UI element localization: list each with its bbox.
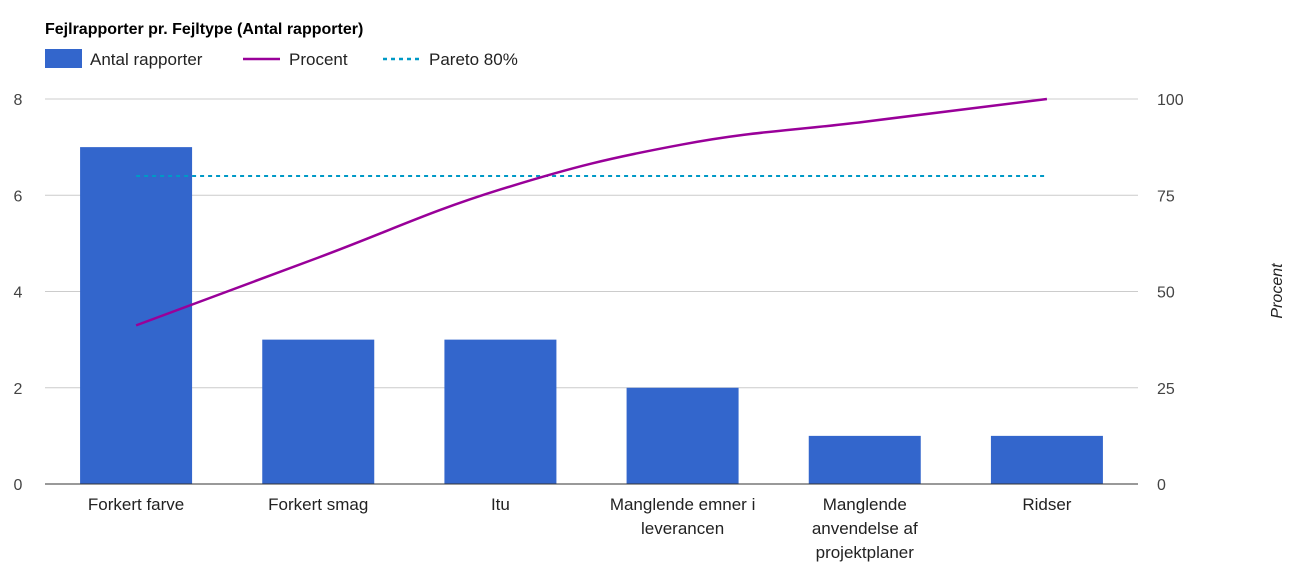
bar[interactable] bbox=[626, 387, 739, 484]
left-tick-label: 6 bbox=[14, 188, 23, 205]
category-label: Forkert farve bbox=[88, 495, 184, 514]
gridlines bbox=[45, 98, 1138, 389]
category-label: projektplaner bbox=[816, 543, 915, 562]
category-labels: Forkert farve Forkert smag Itu Manglende em… bbox=[88, 495, 1072, 562]
chart-title: Fejlrapporter pr. Fejltype (Antal rappor… bbox=[45, 21, 363, 38]
category-label: Ridser bbox=[1022, 495, 1071, 514]
bar[interactable] bbox=[444, 339, 557, 484]
category-label: Manglende emner i bbox=[610, 495, 756, 514]
right-axis-title: Procent bbox=[1269, 263, 1286, 319]
right-tick-label: 100 bbox=[1157, 92, 1184, 109]
legend-label-pareto: Pareto 80% bbox=[429, 50, 518, 69]
category-label: Forkert smag bbox=[268, 495, 368, 514]
category-label: leverancen bbox=[641, 519, 724, 538]
left-tick-label: 4 bbox=[14, 285, 23, 302]
bar[interactable] bbox=[990, 435, 1103, 484]
legend-label-bars: Antal rapporter bbox=[90, 50, 203, 69]
left-tick-label: 8 bbox=[14, 92, 23, 109]
bar[interactable] bbox=[80, 147, 193, 484]
legend-swatch-bars bbox=[45, 49, 82, 68]
legend-item-bars[interactable]: Antal rapporter bbox=[45, 49, 203, 69]
left-tick-label: 2 bbox=[14, 381, 23, 398]
right-tick-label: 0 bbox=[1157, 477, 1166, 494]
legend-label-percent: Procent bbox=[289, 50, 348, 69]
left-tick-label: 0 bbox=[14, 477, 23, 494]
legend-item-pareto[interactable]: Pareto 80% bbox=[383, 50, 518, 69]
percent-line[interactable] bbox=[135, 97, 1048, 327]
right-tick-label: 50 bbox=[1157, 285, 1175, 302]
bar-series bbox=[80, 147, 1103, 484]
percent-line-series bbox=[135, 97, 1048, 327]
bar[interactable] bbox=[808, 435, 921, 484]
legend-item-percent[interactable]: Procent bbox=[243, 50, 348, 69]
right-tick-label: 75 bbox=[1157, 188, 1175, 205]
left-axis: 0 2 4 6 8 bbox=[14, 92, 23, 494]
category-label: Manglende bbox=[823, 495, 907, 514]
category-label: anvendelse af bbox=[812, 519, 918, 538]
right-axis: 0 25 50 75 100 bbox=[1157, 92, 1184, 494]
legend: Antal rapporter Procent Pareto 80% bbox=[45, 49, 518, 69]
bar[interactable] bbox=[262, 339, 375, 484]
right-tick-label: 25 bbox=[1157, 381, 1175, 398]
category-label: Itu bbox=[491, 495, 510, 514]
